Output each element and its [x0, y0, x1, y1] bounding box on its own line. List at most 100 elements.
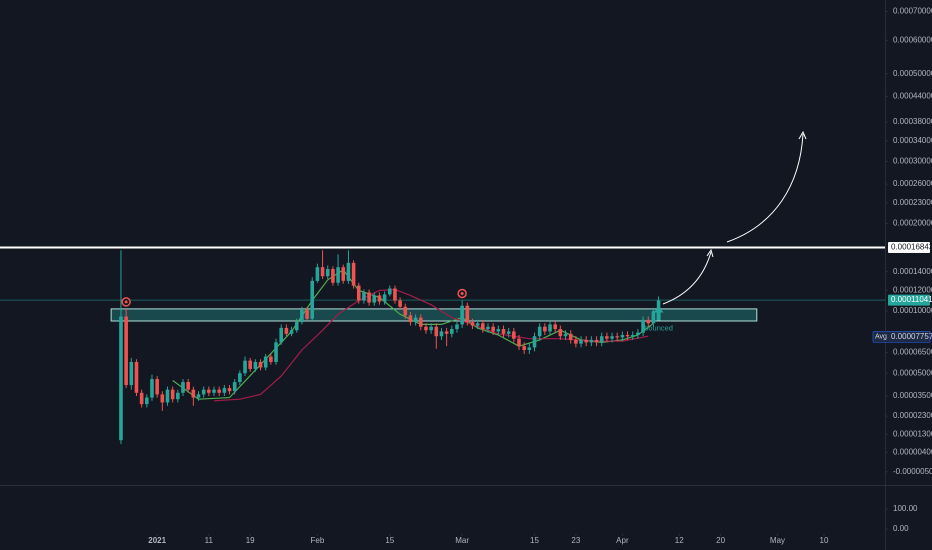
candle-body: [124, 316, 128, 386]
candle-body: [382, 294, 387, 302]
candle-body: [212, 389, 216, 393]
candle-body: [615, 336, 620, 338]
event-marker-dot: [124, 300, 128, 304]
candle-body: [506, 331, 511, 334]
candle-body: [191, 389, 196, 398]
candle-body: [568, 333, 573, 340]
y-tick-label: 0.00002300: [893, 411, 932, 420]
volume-tick-label: 0.00: [893, 524, 909, 533]
candle-body: [119, 316, 123, 441]
candle-body: [170, 389, 175, 400]
candle-body: [243, 360, 247, 374]
price-line-label-box: [888, 241, 930, 253]
candle-body: [248, 360, 252, 369]
y-tick-label: 0.00026000: [893, 179, 932, 188]
candle-body: [481, 323, 485, 330]
x-tick-label: 15: [385, 536, 394, 545]
x-tick-label: 2021: [148, 536, 166, 545]
avg-box: [872, 330, 931, 343]
candle-body: [496, 329, 501, 332]
candle-body: [331, 268, 335, 283]
candle-body: [589, 339, 594, 343]
candle-body: [656, 300, 661, 312]
candle-body: [625, 335, 630, 337]
candle-body: [238, 373, 242, 383]
y-tick-label: 0.00006500: [893, 348, 932, 357]
candle-body: [232, 382, 237, 392]
y-tick-label: 0.00010000: [893, 306, 932, 315]
candle-body: [620, 335, 625, 338]
candle-body: [165, 389, 170, 403]
event-marker-dot: [460, 292, 464, 296]
candle-body: [325, 268, 330, 277]
projection-arrow: [726, 133, 804, 243]
candle-body: [398, 300, 402, 307]
y-tick-label: 0.00003500: [893, 391, 932, 400]
candle-body: [186, 382, 190, 390]
candle-body: [527, 347, 532, 351]
candle-body: [439, 331, 444, 337]
candle-body: [636, 332, 640, 336]
candle-body: [418, 317, 423, 327]
candle-body: [356, 285, 361, 301]
y-tick-label: 0.00034000: [893, 136, 932, 145]
candle-body: [176, 392, 180, 400]
x-tick-label: Apr: [616, 536, 629, 545]
candle-body: [367, 292, 371, 303]
candle-body: [253, 361, 258, 369]
x-tick-label: 12: [675, 536, 684, 545]
candle-body: [263, 356, 268, 368]
y-tick-label: 0.00020000: [893, 219, 932, 228]
candle-body: [155, 379, 159, 395]
x-tick-label: Feb: [311, 536, 325, 545]
annotation-text: bounced: [644, 323, 673, 332]
candle-body: [362, 292, 366, 301]
x-tick-label: 20: [716, 536, 725, 545]
candle-body: [558, 329, 563, 337]
candle-body: [181, 382, 185, 393]
candle-body: [201, 389, 206, 395]
x-tick-label: 10: [820, 536, 829, 545]
candle-body: [599, 336, 604, 343]
candle-body: [393, 288, 397, 301]
candle-body: [196, 394, 201, 398]
candle-body: [537, 326, 542, 337]
candle-body: [543, 326, 547, 332]
candle-body: [548, 324, 552, 332]
candle-body: [372, 295, 377, 303]
candle-body: [610, 336, 614, 339]
candle-body: [134, 361, 139, 393]
candle-body: [217, 389, 221, 393]
y-tick-label: 0.00014000: [893, 267, 932, 276]
candle-body: [413, 317, 418, 323]
candle-body: [387, 288, 392, 295]
x-tick-label: 11: [205, 536, 214, 545]
candle-body: [150, 379, 154, 398]
candle-body: [269, 356, 273, 362]
candle-body: [310, 280, 315, 319]
candle-body: [403, 306, 408, 316]
candle-body: [145, 397, 149, 405]
candle-body: [641, 319, 645, 333]
y-tick-label: 0.00070000: [893, 7, 932, 16]
candle-body: [377, 295, 382, 302]
last-price-label: 0.00011041: [891, 295, 932, 304]
candle-body: [320, 267, 325, 277]
candle-body: [486, 326, 490, 330]
candle-body: [289, 330, 294, 334]
candle-body: [594, 339, 599, 343]
candle-body: [450, 329, 454, 334]
candle-body: [279, 327, 284, 343]
candle-body: [522, 346, 526, 351]
y-tick-label: 0.00000400: [893, 447, 932, 456]
candle-body: [315, 267, 320, 281]
candle-body: [300, 309, 304, 323]
last-price-box: [888, 294, 930, 306]
arrow-head: [798, 130, 807, 140]
arrow-head: [706, 248, 714, 258]
candle-body: [258, 361, 263, 368]
